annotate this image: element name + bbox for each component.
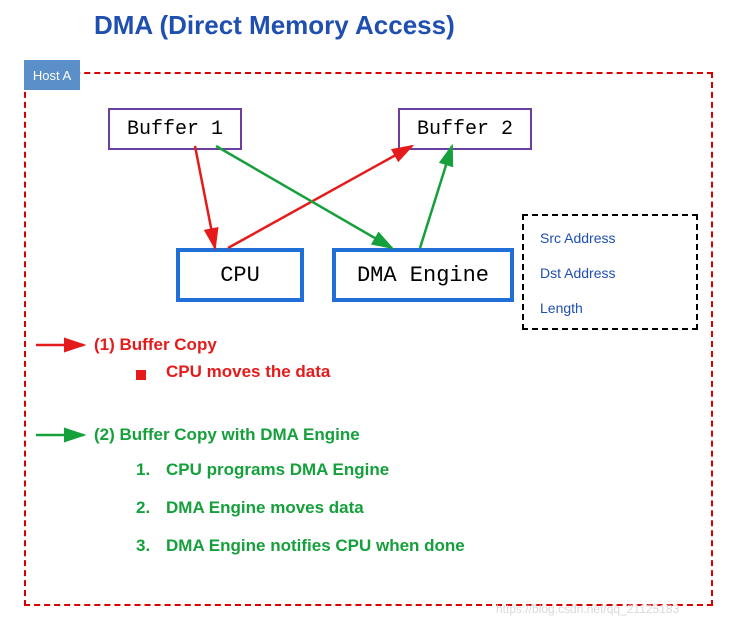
param-src: Src Address (540, 230, 615, 246)
step-num: 1. (136, 460, 150, 480)
node-cpu: CPU (176, 248, 304, 302)
step-text: DMA Engine notifies CPU when done (166, 536, 465, 556)
node-buffer1: Buffer 1 (108, 108, 242, 150)
param-dst: Dst Address (540, 265, 615, 281)
watermark: https://blog.csdn.net/qq_21125183 (496, 602, 679, 616)
bullet-icon (136, 370, 146, 380)
host-label: Host A (24, 60, 80, 90)
legend-line2: (2) Buffer Copy with DMA Engine (94, 425, 360, 445)
step-num: 2. (136, 498, 150, 518)
step-num: 3. (136, 536, 150, 556)
step-text: CPU programs DMA Engine (166, 460, 389, 480)
legend-line1: (1) Buffer Copy (94, 335, 217, 355)
step-text: DMA Engine moves data (166, 498, 364, 518)
node-dma: DMA Engine (332, 248, 514, 302)
param-len: Length (540, 300, 583, 316)
node-buffer2: Buffer 2 (398, 108, 532, 150)
legend-line1b: CPU moves the data (166, 362, 330, 382)
page-title: DMA (Direct Memory Access) (94, 10, 455, 41)
